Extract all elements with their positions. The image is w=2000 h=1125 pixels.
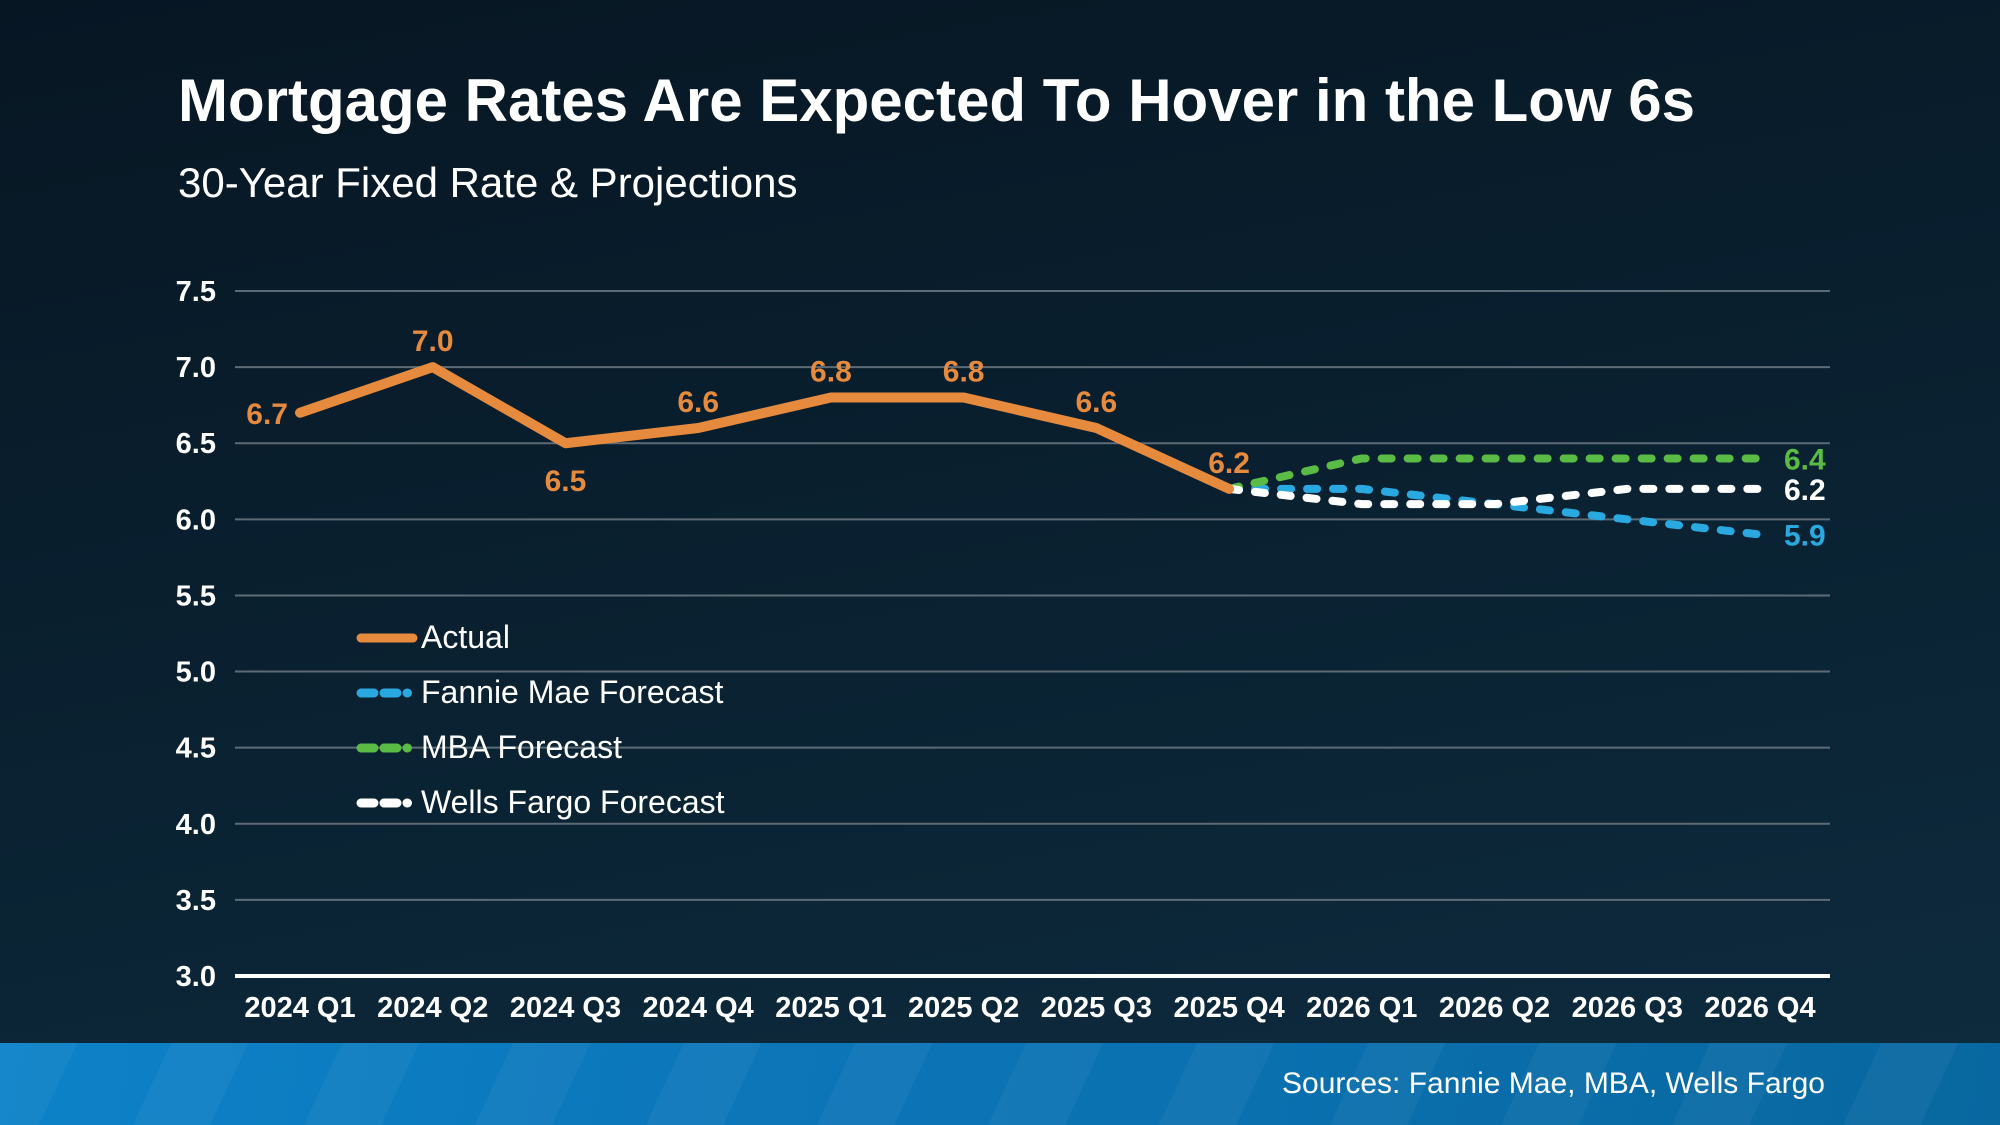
legend-label-mba: MBA Forecast	[421, 729, 622, 765]
data-label-actual: 6.6	[677, 386, 719, 419]
end-label-wells-fargo: 6.2	[1784, 474, 1826, 507]
data-label-actual: 6.5	[545, 465, 587, 498]
x-tick-label: 2024 Q1	[244, 992, 355, 1024]
end-label-fannie-mae: 5.9	[1784, 520, 1826, 553]
series-line-mba	[1225, 454, 1764, 493]
series-line-wells-fargo	[1225, 484, 1764, 509]
legend-swatch-wells-fargo	[356, 798, 418, 807]
data-label-actual: 6.2	[1208, 447, 1250, 480]
y-tick-label: 5.5	[176, 580, 216, 612]
x-tick-label: 2025 Q2	[908, 992, 1019, 1024]
legend-swatch-fannie-mae	[356, 688, 418, 697]
end-label-mba: 6.4	[1784, 443, 1826, 476]
page-title: Mortgage Rates Are Expected To Hover in …	[178, 67, 1695, 134]
x-tick-label: 2025 Q3	[1041, 992, 1152, 1024]
legend-item-fannie-mae: Fannie Mae Forecast	[356, 665, 725, 720]
legend-item-mba: MBA Forecast	[356, 720, 725, 775]
y-tick-label: 4.5	[176, 733, 216, 765]
chart-legend: Actual Fannie Mae Forecast MBA Forecast Wel…	[356, 610, 725, 830]
y-tick-label: 6.0	[176, 504, 216, 536]
y-tick-label: 4.0	[176, 809, 216, 841]
x-tick-label: 2026 Q1	[1306, 992, 1417, 1024]
data-label-actual: 6.7	[246, 398, 288, 431]
y-tick-label: 3.5	[176, 885, 216, 917]
chart-subtitle: 30-Year Fixed Rate & Projections	[178, 159, 798, 206]
x-tick-label: 2025 Q4	[1173, 992, 1284, 1024]
x-tick-label: 2026 Q4	[1704, 992, 1815, 1024]
legend-label-actual: Actual	[421, 619, 510, 655]
x-tick-label: 2026 Q2	[1439, 992, 1550, 1024]
x-tick-label: 2024 Q4	[643, 992, 754, 1024]
x-tick-label: 2024 Q3	[510, 992, 621, 1024]
data-label-actual: 7.0	[412, 325, 454, 358]
x-tick-label: 2025 Q1	[775, 992, 886, 1024]
x-tick-label: 2024 Q2	[377, 992, 488, 1024]
series-line-actual	[295, 362, 1235, 494]
data-label-actual: 6.8	[943, 356, 985, 389]
y-tick-label: 7.0	[176, 352, 216, 384]
data-label-actual: 6.6	[1076, 386, 1118, 419]
y-tick-label: 7.5	[176, 276, 216, 308]
legend-label-fannie-mae: Fannie Mae Forecast	[421, 674, 724, 710]
legend-label-wells-fargo: Wells Fargo Forecast	[421, 784, 725, 820]
y-tick-label: 3.0	[176, 961, 216, 993]
source-bar: Sources: Fannie Mae, MBA, Wells Fargo	[0, 1043, 2000, 1125]
y-tick-label: 5.0	[176, 657, 216, 689]
x-tick-label: 2026 Q3	[1572, 992, 1683, 1024]
legend-item-wells-fargo: Wells Fargo Forecast	[356, 775, 725, 830]
y-tick-label: 6.5	[176, 428, 216, 460]
source-text: Sources: Fannie Mae, MBA, Wells Fargo	[1282, 1067, 1825, 1100]
legend-swatch-actual	[356, 633, 418, 642]
legend-item-actual: Actual	[356, 610, 725, 665]
data-label-actual: 6.8	[810, 356, 852, 389]
legend-swatch-mba	[356, 743, 418, 752]
